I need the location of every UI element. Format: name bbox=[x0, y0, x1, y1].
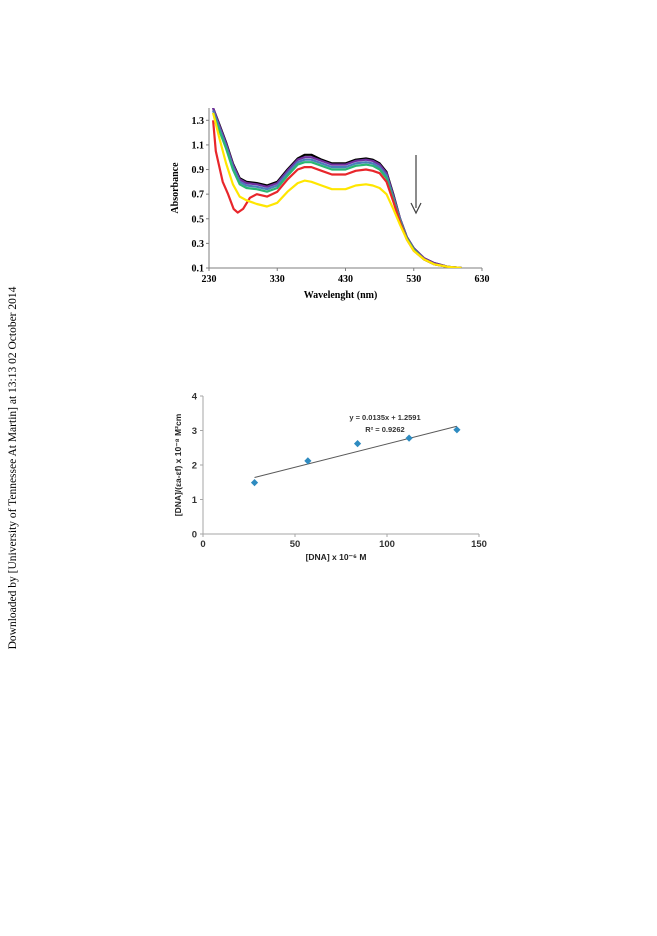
x-tick-label: 330 bbox=[270, 274, 285, 285]
y-tick-label: 4 bbox=[192, 392, 198, 403]
x-tick-label: 530 bbox=[406, 274, 421, 285]
data-point bbox=[250, 478, 259, 487]
x-tick-label: 630 bbox=[475, 274, 490, 285]
data-point bbox=[353, 440, 362, 448]
trendline bbox=[254, 425, 458, 479]
r-squared-label: R² = 0.9262 bbox=[365, 425, 404, 434]
y-tick-label: 1 bbox=[192, 495, 198, 506]
y-tick-label: 0 bbox=[192, 530, 197, 541]
y-axis-title: [DNA]/(εa-εf) x 10⁻⁸ M²cm bbox=[173, 413, 183, 516]
data-point bbox=[304, 457, 312, 465]
y-tick-label: 0.3 bbox=[192, 239, 205, 250]
y-tick-label: 0.7 bbox=[192, 190, 205, 201]
y-tick-label: 1.1 bbox=[192, 140, 205, 151]
y-axis-title: Absorbance bbox=[170, 162, 181, 214]
spectrum-line-6 bbox=[212, 112, 462, 268]
arrow-head bbox=[410, 202, 422, 215]
series-group bbox=[212, 108, 462, 268]
x-tick-label: 100 bbox=[379, 539, 395, 550]
x-tick-label: 0 bbox=[200, 539, 205, 550]
y-tick-label: 1.3 bbox=[192, 116, 205, 127]
y-tick-label: 3 bbox=[192, 426, 197, 437]
data-point bbox=[405, 434, 413, 442]
x-axis-title: Wavelenght (nm) bbox=[304, 290, 378, 301]
spectra-chart: 0.1 0.3 0.5 0.7 0.9 1.1 1.3 230 330 430 530 630 Wave… bbox=[170, 108, 490, 301]
y-tick-label: 2 bbox=[192, 461, 197, 472]
x-tick-label: 230 bbox=[202, 274, 217, 285]
data-point bbox=[453, 426, 461, 434]
regression-equation: y = 0.0135x + 1.2591 bbox=[349, 413, 420, 422]
y-tick-label: 0.9 bbox=[192, 165, 205, 176]
binding-plot: 0 1 2 3 4 0 50 100 150 [DNA] x 10⁻⁶ M [DNA]/(εa-εf… bbox=[173, 392, 487, 563]
x-tick-label: 150 bbox=[471, 539, 487, 550]
x-tick-label: 50 bbox=[290, 539, 301, 550]
x-axis-title: [DNA] x 10⁻⁶ M bbox=[306, 552, 367, 562]
y-tick-label: 0.5 bbox=[192, 214, 205, 225]
x-tick-label: 430 bbox=[338, 274, 353, 285]
y-tick-label: 0.1 bbox=[192, 264, 205, 275]
